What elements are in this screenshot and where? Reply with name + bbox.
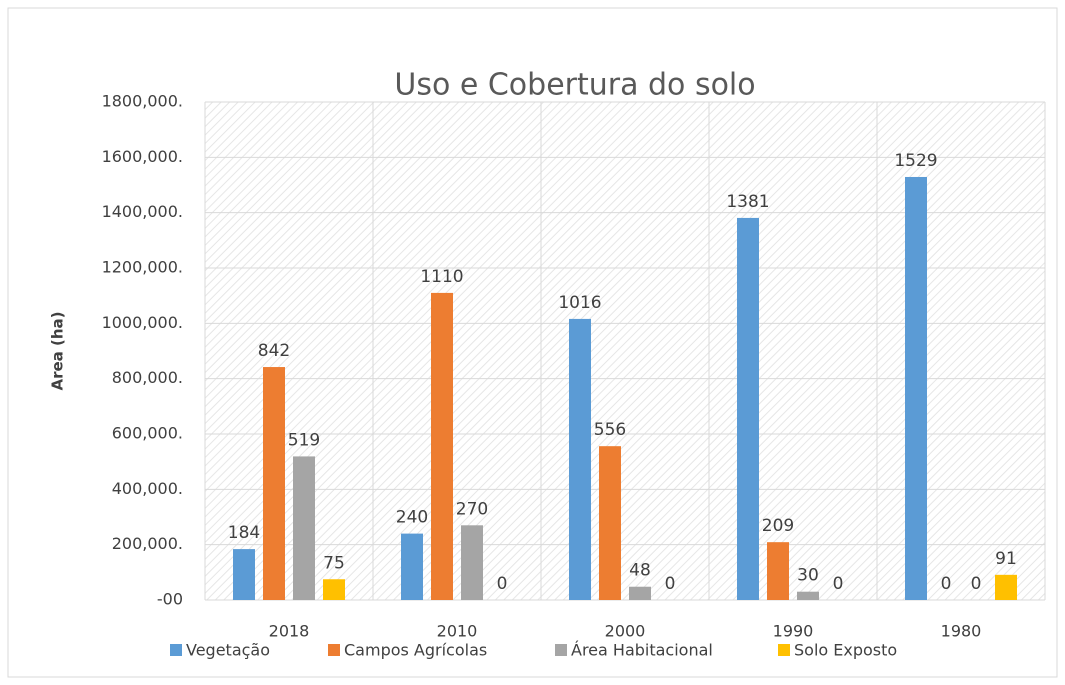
bar <box>737 217 759 600</box>
data-label: 1381 <box>726 192 769 212</box>
bar <box>401 533 423 600</box>
data-label: 1529 <box>894 151 937 171</box>
y-tick-label: 1400,000. <box>102 202 183 221</box>
bar <box>905 176 927 600</box>
bar <box>293 456 315 600</box>
bar <box>569 318 591 600</box>
bar <box>797 591 819 600</box>
data-label: 0 <box>497 574 508 594</box>
data-label: 0 <box>665 574 676 594</box>
data-label: 1016 <box>558 293 601 313</box>
y-tick-label: 1200,000. <box>102 258 183 277</box>
legend-label: Solo Exposto <box>794 641 897 660</box>
x-tick-label: 2010 <box>437 622 478 641</box>
data-label: 240 <box>396 508 428 528</box>
x-tick-label: 1980 <box>941 622 982 641</box>
bar <box>233 549 255 600</box>
chart-title: Uso e Cobertura do solo <box>394 68 755 103</box>
bar <box>629 586 651 600</box>
bar <box>263 367 285 600</box>
x-tick-label: 2018 <box>269 622 310 641</box>
legend-label: Campos Agrícolas <box>344 641 487 660</box>
legend-swatch <box>170 644 182 656</box>
data-label: 0 <box>971 574 982 594</box>
data-label: 270 <box>456 499 488 519</box>
y-tick-label: 1800,000. <box>102 92 183 111</box>
data-label: 30 <box>797 566 819 586</box>
legend-swatch <box>328 644 340 656</box>
data-label: 48 <box>629 561 651 581</box>
data-label: 91 <box>995 549 1017 569</box>
x-tick-label: 1990 <box>773 622 814 641</box>
y-tick-label: 1600,000. <box>102 147 183 166</box>
data-label: 184 <box>228 523 260 543</box>
legend-swatch <box>778 644 790 656</box>
y-axis-title: Area (ha) <box>49 311 67 390</box>
bar <box>431 292 453 600</box>
y-tick-label: 1000,000. <box>102 313 183 332</box>
data-label: 556 <box>594 420 626 440</box>
data-label: 0 <box>941 574 952 594</box>
bar <box>599 446 621 600</box>
data-label: 0 <box>833 574 844 594</box>
y-tick-label: 600,000. <box>112 424 183 443</box>
bar <box>461 525 483 600</box>
data-label: 1110 <box>420 267 463 287</box>
data-label: 519 <box>288 430 320 450</box>
x-tick-label: 2000 <box>605 622 646 641</box>
y-tick-label: 800,000. <box>112 368 183 387</box>
legend-label: Vegetação <box>186 641 270 660</box>
data-label: 209 <box>762 516 794 536</box>
bar <box>323 579 345 600</box>
data-label: 75 <box>323 553 345 573</box>
legend-label: Área Habitacional <box>571 641 713 660</box>
y-tick-label: 400,000. <box>112 479 183 498</box>
y-tick-label: 200,000. <box>112 534 183 553</box>
data-label: 842 <box>258 341 290 361</box>
bar <box>767 542 789 600</box>
legend-swatch <box>555 644 567 656</box>
bar <box>995 574 1017 600</box>
y-tick-label: -00 <box>157 590 183 609</box>
